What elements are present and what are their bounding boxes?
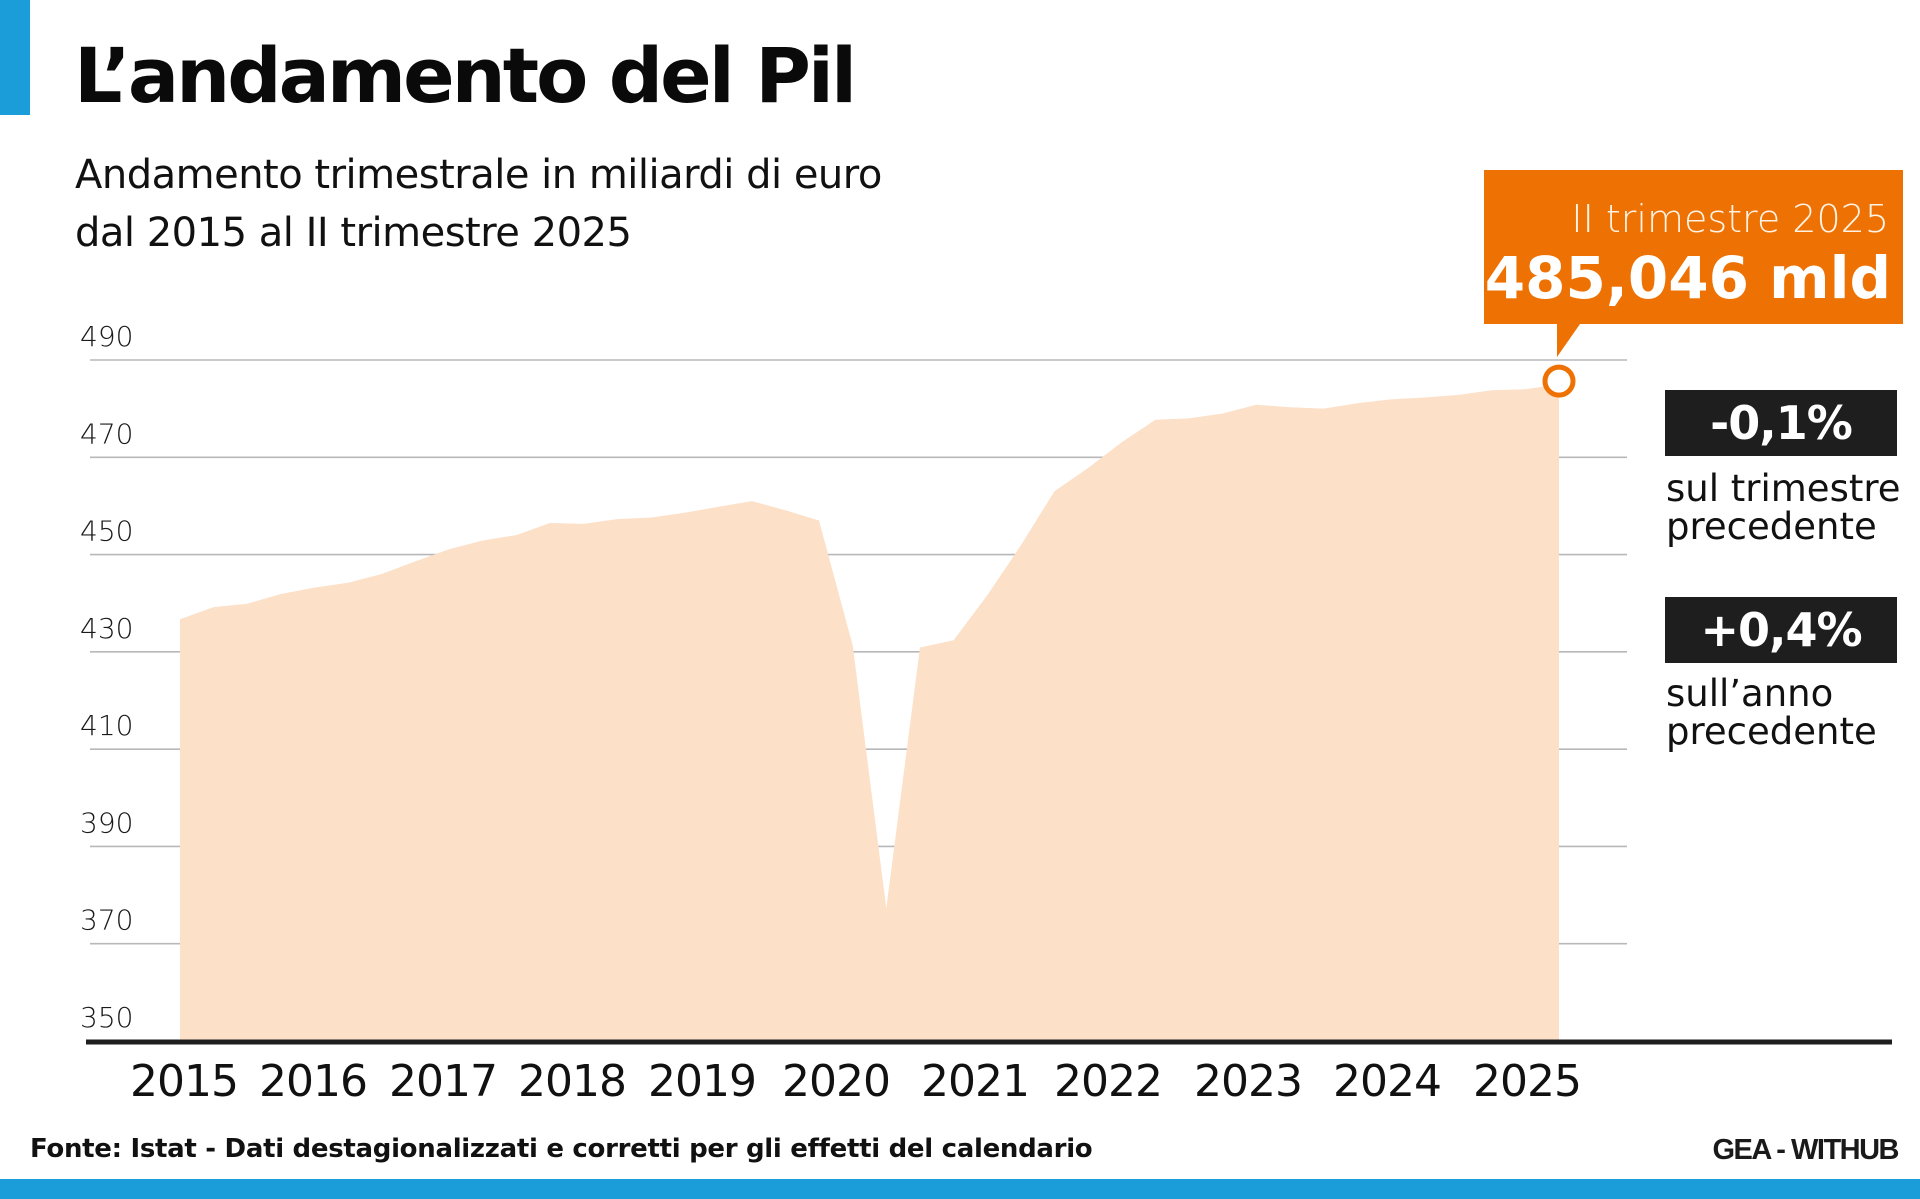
data-point: 2024 Q1: 481.9 — [1389, 397, 1393, 401]
data-point: 2017 Q1: 451.1 — [447, 547, 451, 551]
x-tick-label: 2021 — [921, 1056, 1029, 1107]
data-point: 2024 Q3: 482.8 — [1456, 393, 1460, 397]
data-point: 2016 Q1: 443.2 — [313, 586, 317, 590]
stat-label-line: precedente — [1666, 710, 1877, 753]
callout-period: II trimestre 2025 — [1571, 197, 1889, 241]
data-point: 2021 Q3: 463 — [1052, 489, 1056, 493]
callout-value: 485,046 mld — [1485, 244, 1891, 312]
data-point: 2018 Q1: 456.3 — [582, 522, 586, 526]
data-point: 2022 Q3: 478 — [1187, 416, 1191, 420]
data-point: 2016 Q2: 444.2 — [346, 581, 350, 585]
data-point: 2025 Q2: 485.046 — [1557, 382, 1561, 386]
data-point: 2020 Q2: 377.3 — [884, 906, 888, 910]
data-point: 2019 Q4: 457 — [817, 519, 821, 523]
data-point: 2021 Q4: 467.8 — [1086, 466, 1090, 470]
x-tick-label: 2017 — [389, 1056, 497, 1107]
data-point: 2019 Q2: 461 — [750, 499, 754, 503]
y-tick-label: 410 — [80, 709, 133, 742]
x-tick-label: 2024 — [1333, 1056, 1441, 1107]
data-point: 2016 Q3: 446 — [380, 572, 384, 576]
bottom-accent-bar — [0, 1179, 1920, 1199]
stat-quarterly-change: -0,1% — [1665, 390, 1897, 456]
data-point: 2017 Q3: 454 — [514, 533, 518, 537]
x-tick-label: 2022 — [1054, 1056, 1162, 1107]
data-point: 2018 Q3: 457.6 — [649, 516, 653, 520]
y-tick-label: 390 — [80, 806, 133, 839]
stat-quarterly-label: sul trimestre precedente — [1666, 470, 1920, 546]
data-point: 2018 Q2: 457.3 — [615, 517, 619, 521]
source-note: Fonte: Istat - Dati destagionalizzati e … — [30, 1134, 1093, 1164]
x-tick-label: 2025 — [1473, 1056, 1581, 1107]
x-tick-label: 2020 — [782, 1056, 890, 1107]
y-tick-label: 370 — [80, 904, 133, 937]
data-point: 2015 Q3: 439.9 — [245, 602, 249, 606]
data-point: 2022 Q1: 473.1 — [1120, 440, 1124, 444]
data-point: 2023 Q4: 481.1 — [1355, 401, 1359, 405]
stat-label-line: precedente — [1666, 505, 1877, 548]
chart-subtitle: Andamento trimestrale in miliardi di eur… — [75, 146, 882, 262]
y-axis-ticks: 490 470 450 430 410 390 370 350 — [80, 320, 133, 1034]
subtitle-line: dal 2015 al II trimestre 2025 — [75, 210, 632, 256]
data-point: 2021 Q2: 451.9 — [1019, 543, 1023, 547]
data-point: 2025 Q1: 484 — [1523, 387, 1527, 391]
callout-box — [1484, 170, 1903, 357]
accent-bar — [0, 0, 30, 115]
data-point: 2021 Q1: 441.6 — [985, 593, 989, 597]
data-point: 2020 Q4: 432.4 — [952, 638, 956, 642]
data-point: 2024 Q2: 482.3 — [1422, 395, 1426, 399]
y-tick-label: 450 — [80, 515, 133, 548]
data-point: 2023 Q3: 480 — [1322, 407, 1326, 411]
data-point: 2024 Q4: 483.8 — [1490, 388, 1494, 392]
data-point: 2023 Q2: 480.3 — [1288, 405, 1292, 409]
x-tick-label: 2019 — [648, 1056, 756, 1107]
data-point: 2015 Q4: 441.9 — [279, 592, 283, 596]
data-point: 2020 Q1: 431.3 — [851, 644, 855, 648]
data-point: 2019 Q1: 459.8 — [716, 505, 720, 509]
page-title: L’andamento del Pil — [74, 31, 857, 120]
stat-label-line: sul trimestre — [1666, 467, 1901, 510]
stat-label-line: sull’anno — [1666, 672, 1834, 715]
data-point: 2018 Q4: 458.6 — [683, 511, 687, 515]
x-axis-ticks: 2015 2016 2017 2018 2019 2020 2021 2022 2023 2024… — [130, 1056, 1582, 1107]
data-point: 2022 Q4: 479 — [1221, 412, 1225, 416]
x-tick-label: 2023 — [1194, 1056, 1302, 1107]
callout: II trimestre 2025 485,046 mld — [1484, 170, 1903, 357]
subtitle-line: Andamento trimestrale in miliardi di eur… — [75, 152, 882, 198]
data-point: 2017 Q4: 456.5 — [548, 521, 552, 525]
data-point: 2019 Q3: 459.1 — [783, 508, 787, 512]
x-tick-label: 2015 — [130, 1056, 238, 1107]
data-point: 2017 Q2: 452.9 — [481, 538, 485, 542]
data-point: 2023 Q1: 480.8 — [1254, 403, 1258, 407]
y-tick-label: 470 — [80, 417, 133, 450]
last-point-marker — [1542, 364, 1576, 398]
data-point: 2015 Q1: 436.7 — [178, 617, 182, 621]
y-tick-label: 490 — [80, 320, 133, 353]
x-tick-label: 2018 — [518, 1056, 626, 1107]
x-tick-label: 2016 — [259, 1056, 367, 1107]
stat-annual-change: +0,4% — [1665, 597, 1897, 663]
data-point: 2016 Q4: 448.6 — [413, 559, 417, 563]
y-tick-label: 430 — [80, 612, 133, 645]
gdp-area — [180, 384, 1559, 1042]
y-tick-label: 350 — [80, 1001, 133, 1034]
data-point: 2022 Q2: 477.7 — [1153, 418, 1157, 422]
stat-annual-label: sull’anno precedente — [1666, 675, 1920, 751]
data-point: 2020 Q3: 430.9 — [918, 645, 922, 649]
data-point: 2015 Q2: 439.2 — [212, 605, 216, 609]
brand-logo: GEA - WITHUB — [1712, 1134, 1899, 1166]
